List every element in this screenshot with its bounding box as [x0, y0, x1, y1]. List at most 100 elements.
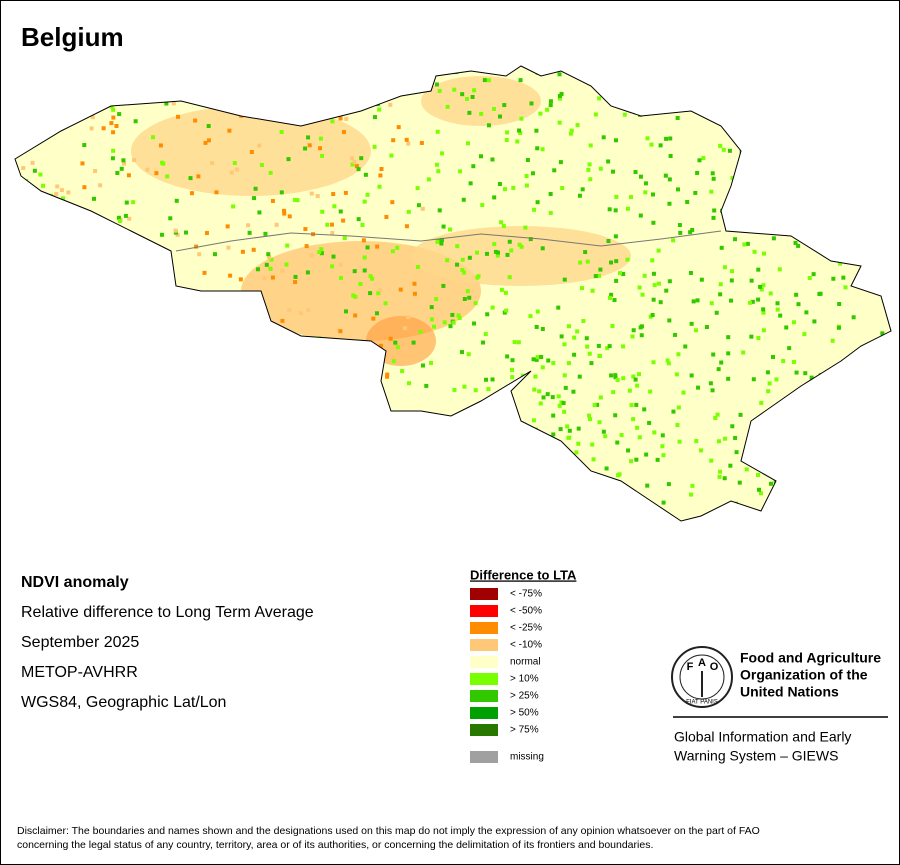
pixel: [132, 158, 137, 163]
pixel: [23, 75, 28, 80]
pixel: [274, 411, 279, 416]
pixel: [569, 128, 574, 133]
pixel: [473, 301, 478, 306]
pixel: [607, 207, 612, 212]
pixel: [364, 375, 369, 380]
pixel: [689, 321, 694, 326]
pixel: [580, 187, 585, 192]
pixel: [510, 367, 515, 372]
pixel: [198, 101, 203, 106]
pixel: [59, 188, 64, 193]
pixel: [303, 374, 308, 379]
pixel: [492, 195, 497, 200]
pixel: [333, 384, 338, 389]
pixel: [512, 340, 517, 345]
pixel: [126, 173, 131, 178]
pixel: [455, 262, 460, 267]
pixel: [80, 488, 85, 493]
pixel: [576, 441, 581, 446]
pixel: [434, 82, 439, 87]
pixel: [756, 487, 761, 492]
pixel: [439, 237, 444, 242]
pixel: [791, 360, 796, 365]
pixel: [835, 198, 840, 203]
pixel: [842, 507, 847, 512]
pixel: [306, 307, 311, 312]
pixel: [378, 173, 383, 178]
pixel: [40, 337, 45, 342]
pixel: [744, 161, 749, 166]
legend-label: < -50%: [510, 606, 542, 617]
pixel: [796, 302, 801, 307]
pixel: [597, 420, 602, 425]
pixel: [435, 458, 440, 463]
pixel: [106, 482, 111, 487]
pixel: [293, 356, 298, 361]
pixel: [833, 435, 838, 440]
pixel: [284, 91, 289, 96]
pixel: [490, 157, 495, 162]
pixel: [721, 147, 726, 152]
pixel: [555, 470, 560, 475]
pixel: [613, 413, 618, 418]
pixel: [294, 87, 299, 92]
pixel: [329, 222, 334, 227]
pixel: [860, 239, 865, 244]
pixel: [650, 313, 655, 318]
pixel: [404, 494, 409, 499]
pixel: [718, 469, 723, 474]
pixel: [795, 213, 800, 218]
pixel: [404, 507, 409, 512]
pixel: [651, 220, 656, 225]
pixel: [836, 113, 841, 118]
pixel: [768, 291, 773, 296]
pixel: [263, 231, 268, 236]
pixel: [808, 90, 813, 95]
pixel: [383, 301, 388, 306]
pixel: [668, 154, 673, 159]
pixel: [782, 408, 787, 413]
pixel: [265, 70, 270, 75]
pixel: [583, 250, 588, 255]
pixel: [508, 436, 513, 441]
pixel: [297, 519, 302, 521]
pixel: [376, 291, 381, 296]
pixel: [226, 245, 231, 250]
pixel: [516, 340, 521, 345]
pixel: [568, 131, 573, 136]
pixel: [425, 87, 430, 92]
pixel: [102, 282, 107, 287]
pixel: [264, 262, 269, 267]
pixel: [114, 123, 119, 128]
pixel: [303, 146, 308, 151]
pixel: [127, 216, 132, 221]
pixel: [370, 276, 375, 281]
pixel: [448, 470, 453, 475]
pixel: [480, 489, 485, 494]
pixel: [818, 399, 823, 404]
pixel: [802, 332, 807, 337]
pixel: [495, 250, 500, 255]
pixel: [503, 397, 508, 402]
pixel: [199, 382, 204, 387]
pixel: [152, 489, 157, 494]
pixel: [32, 320, 37, 325]
pixel: [15, 289, 20, 294]
pixel: [218, 292, 223, 297]
pixel: [437, 88, 442, 93]
pixel: [694, 328, 699, 333]
pixel: [174, 515, 179, 520]
map-title: Belgium: [21, 22, 124, 52]
pixel: [356, 217, 361, 222]
pixel: [151, 135, 156, 140]
pixel: [177, 506, 182, 511]
pixel: [617, 96, 622, 101]
pixel: [491, 495, 496, 500]
pixel: [794, 415, 799, 420]
pixel: [391, 359, 396, 364]
pixel: [17, 192, 22, 197]
pixel: [95, 95, 100, 100]
pixel: [633, 377, 638, 382]
pixel: [751, 116, 756, 121]
pixel: [788, 78, 793, 83]
